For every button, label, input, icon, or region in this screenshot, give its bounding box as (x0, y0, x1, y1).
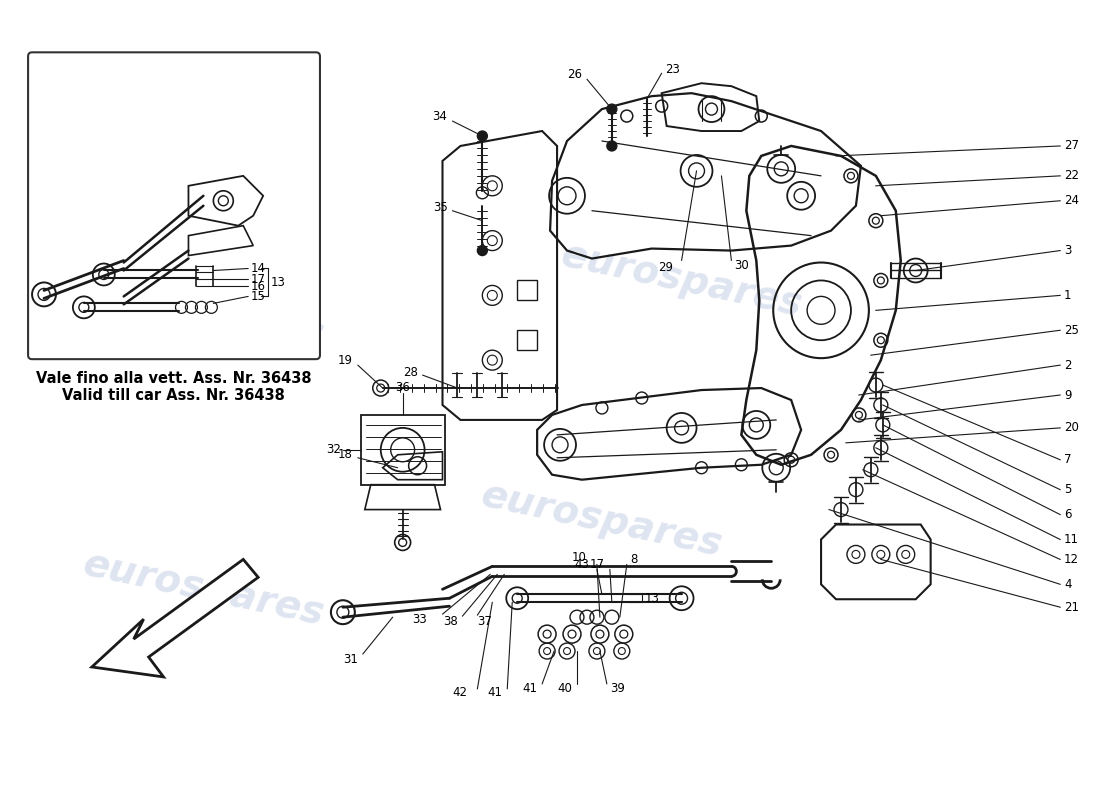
Text: 13: 13 (271, 276, 286, 289)
Text: 3: 3 (1064, 244, 1071, 257)
Text: 19: 19 (338, 354, 353, 366)
Text: 33: 33 (411, 613, 427, 626)
Text: 36: 36 (395, 381, 410, 394)
Text: 28: 28 (403, 366, 418, 378)
Text: 42: 42 (452, 686, 468, 699)
Text: 40: 40 (557, 682, 572, 695)
Polygon shape (91, 559, 258, 677)
Text: 23: 23 (664, 62, 680, 76)
Text: eurospares: eurospares (558, 236, 805, 325)
Text: 22: 22 (1064, 170, 1079, 182)
Text: 21: 21 (1064, 601, 1079, 614)
Text: 26: 26 (566, 68, 582, 81)
Bar (517, 281, 537, 300)
Text: 6: 6 (1064, 508, 1071, 521)
Text: 25: 25 (1064, 324, 1079, 337)
Bar (517, 330, 537, 350)
Text: 8: 8 (630, 553, 637, 566)
Text: 2: 2 (1064, 358, 1071, 372)
Text: eurospares: eurospares (477, 475, 726, 564)
Text: 7: 7 (1064, 454, 1071, 466)
Text: 15: 15 (250, 290, 265, 303)
Text: 34: 34 (432, 110, 448, 122)
Circle shape (607, 141, 617, 151)
Text: 37: 37 (477, 614, 492, 628)
Circle shape (477, 246, 487, 255)
Text: 31: 31 (343, 653, 358, 666)
Text: 41: 41 (522, 682, 537, 695)
Text: 17: 17 (590, 558, 605, 571)
Text: 4: 4 (1064, 578, 1071, 590)
Text: 29: 29 (659, 261, 673, 274)
Text: 16: 16 (250, 280, 265, 293)
Text: 20: 20 (1064, 422, 1079, 434)
Text: 10: 10 (572, 551, 587, 564)
Text: 30: 30 (735, 259, 749, 272)
Text: 9: 9 (1064, 389, 1071, 402)
Text: 13: 13 (645, 592, 660, 605)
Circle shape (477, 131, 487, 141)
Circle shape (607, 104, 617, 114)
Text: 41: 41 (487, 686, 503, 699)
Text: 12: 12 (1064, 553, 1079, 566)
Text: 18: 18 (338, 448, 353, 462)
Text: 24: 24 (1064, 194, 1079, 207)
Text: 17: 17 (250, 273, 265, 286)
Text: 38: 38 (442, 614, 458, 628)
Text: 32: 32 (326, 443, 341, 456)
Text: 14: 14 (250, 262, 265, 275)
Text: 5: 5 (1064, 483, 1071, 496)
Text: Vale fino alla vett. Ass. Nr. 36438: Vale fino alla vett. Ass. Nr. 36438 (35, 370, 311, 386)
FancyBboxPatch shape (29, 52, 320, 359)
Text: 35: 35 (432, 202, 448, 214)
Text: Valid till car Ass. Nr. 36438: Valid till car Ass. Nr. 36438 (62, 387, 285, 402)
Text: 27: 27 (1064, 139, 1079, 153)
Text: 43: 43 (574, 558, 589, 571)
Text: eurospares: eurospares (79, 266, 328, 354)
Text: 39: 39 (609, 682, 625, 695)
Text: eurospares: eurospares (79, 545, 328, 634)
Text: 11: 11 (1064, 533, 1079, 546)
Text: 1: 1 (1064, 289, 1071, 302)
